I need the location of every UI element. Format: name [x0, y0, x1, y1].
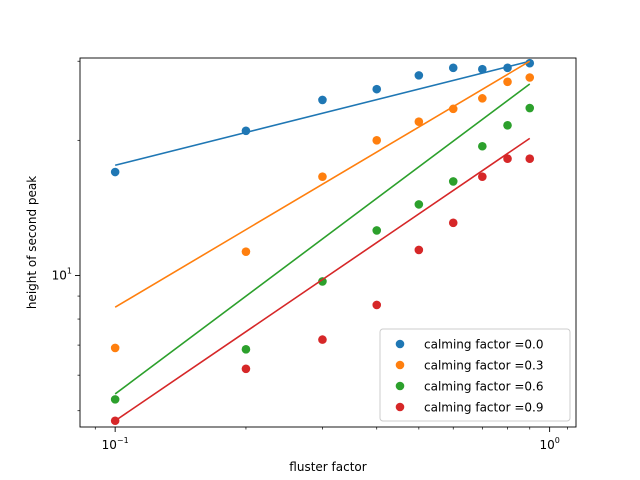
data-point-series-2-3: [372, 226, 382, 235]
data-point-series-0-6: [478, 64, 487, 74]
y-tick-label: 101: [52, 267, 72, 283]
data-point-series-2-8: [525, 103, 535, 113]
legend-box: [379, 328, 571, 422]
fit-line-series-2: [114, 83, 531, 395]
data-point-series-2-7: [503, 121, 512, 130]
data-point-series-2-6: [478, 141, 487, 151]
data-point-series-1-4: [414, 117, 424, 127]
legend-label-series-1: calming factor =0.3: [424, 359, 543, 373]
x-tick-label-exponent: 0: [555, 436, 560, 445]
fit-line-series-0: [114, 60, 530, 167]
fit-line-series-1: [114, 60, 531, 308]
legend-marker-series-2: [395, 381, 405, 391]
data-point-series-3-3: [372, 300, 382, 310]
data-point-series-0-2: [318, 95, 327, 105]
data-point-series-2-4: [414, 200, 424, 209]
data-point-series-3-1: [241, 364, 251, 374]
chart-marks: [110, 58, 535, 426]
legend-marker-series-3: [395, 402, 405, 412]
data-point-series-2-0: [110, 395, 120, 404]
legend: calming factor =0.0 calming factor =0.3 ca…: [379, 328, 571, 422]
data-point-series-1-8: [525, 73, 535, 82]
fit-line-series-3: [114, 137, 531, 422]
legend-label-series-3: calming factor =0.9: [424, 401, 543, 415]
legend-marker-series-1: [395, 360, 405, 370]
data-point-series-0-5: [448, 63, 458, 73]
data-point-series-3-7: [503, 154, 512, 164]
y-axis-label: height of second peak: [25, 176, 39, 309]
legend-marker-series-0: [395, 339, 405, 349]
data-point-series-3-0: [110, 416, 120, 426]
data-point-series-1-0: [110, 343, 120, 353]
y-tick-label-exponent: 1: [67, 267, 72, 276]
data-point-series-3-2: [318, 335, 327, 344]
data-point-series-1-6: [478, 94, 487, 103]
x-tick-label: 10−1: [102, 436, 129, 452]
data-point-series-3-8: [525, 154, 535, 164]
data-point-series-0-3: [372, 84, 382, 94]
x-tick-label-exponent: −1: [117, 436, 129, 445]
data-point-series-1-3: [372, 136, 382, 145]
data-point-series-1-1: [241, 247, 251, 256]
data-point-series-3-4: [414, 245, 424, 255]
data-point-series-0-8: [525, 58, 535, 68]
data-point-series-2-2: [318, 277, 327, 286]
y-tick-label-base: 10: [52, 269, 67, 283]
data-point-series-1-5: [448, 104, 458, 114]
data-point-series-0-7: [503, 63, 512, 73]
data-point-series-2-1: [241, 345, 251, 354]
data-point-series-3-5: [448, 218, 458, 228]
data-point-series-0-1: [241, 126, 251, 136]
plot-frame: [79, 57, 577, 428]
data-point-series-0-0: [110, 167, 120, 177]
data-point-series-1-2: [318, 172, 327, 181]
x-tick-label: 100: [539, 436, 559, 452]
data-point-series-2-5: [448, 177, 458, 186]
x-tick-label-base: 10: [539, 438, 554, 452]
data-point-series-3-6: [478, 172, 487, 181]
data-point-series-1-7: [503, 77, 512, 87]
data-point-series-0-4: [414, 71, 424, 80]
legend-label-series-2: calming factor =0.6: [424, 380, 543, 394]
x-axis-label: fluster factor: [289, 460, 366, 474]
legend-label-series-0: calming factor =0.0: [424, 338, 543, 352]
x-tick-label-base: 10: [102, 438, 117, 452]
